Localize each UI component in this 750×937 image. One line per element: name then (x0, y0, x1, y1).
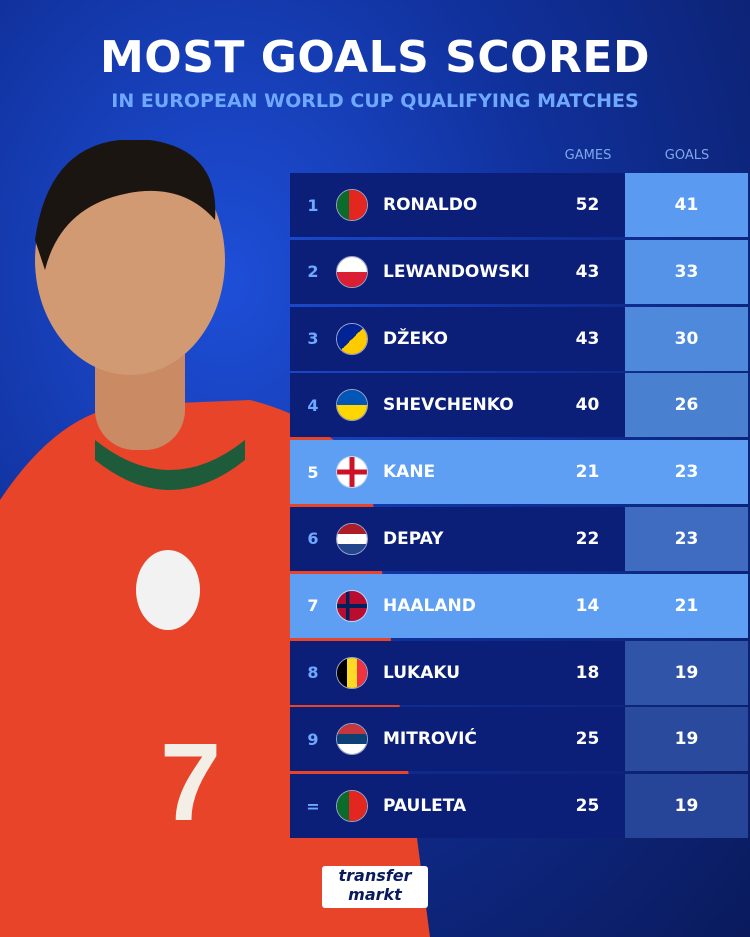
player-name: MITROVIĆ (383, 729, 477, 750)
games-value: 52 (575, 195, 600, 215)
table-row: 4 SHEVCHENKO 40 26 (290, 373, 748, 438)
goals-value: 33 (625, 239, 748, 304)
player-name: LEWANDOWSKI (383, 261, 530, 282)
goals-value: 19 (625, 640, 748, 705)
games-value: 40 (575, 395, 600, 416)
games-value: 25 (575, 796, 600, 817)
goals-value: 23 (625, 506, 748, 571)
rank: 2 (307, 262, 319, 282)
norway-flag-icon (336, 589, 368, 622)
rank: = (306, 796, 320, 816)
player-name: RONALDO (383, 195, 478, 215)
belgium-flag-icon (336, 656, 368, 689)
games-value: 22 (575, 528, 600, 549)
games-value: 43 (575, 328, 600, 349)
games-value: 14 (575, 595, 600, 616)
games-value: 21 (575, 462, 600, 483)
netherlands-flag-icon (336, 522, 368, 555)
portugal-flag-icon (336, 189, 368, 221)
table-row: 7 HAALAND 14 21 (290, 573, 748, 638)
player-name: HAALAND (383, 595, 476, 616)
table-row: 2 LEWANDOWSKI 43 33 (290, 239, 748, 304)
rank: 9 (307, 729, 319, 749)
games-value: 43 (575, 261, 600, 282)
goals-header: GOALS (664, 148, 710, 163)
rank: 7 (307, 596, 319, 616)
goals-value: 23 (625, 440, 748, 505)
rank: 5 (307, 462, 319, 482)
rank: 6 (307, 529, 319, 549)
page-title: MOST GOALS SCORED (100, 32, 650, 83)
goals-value: 26 (625, 373, 748, 438)
page-subtitle: IN EUROPEAN WORLD CUP QUALIFYING MATCHES (111, 90, 639, 112)
player-name: DŽEKO (383, 328, 448, 349)
ukraine-flag-icon (336, 389, 368, 422)
ranking-table: 1 RONALDO 52 41 2 LEWANDOWSKI 43 33 3 DŽEK… (290, 173, 748, 841)
player-name: DEPAY (383, 528, 444, 549)
transfermarkt-logo: transfer markt (322, 866, 428, 908)
goals-value: 21 (625, 573, 748, 638)
goals-value: 19 (625, 774, 748, 839)
table-row: 8 LUKAKU 18 19 (290, 640, 748, 705)
table-row: 3 DŽEKO 43 30 (290, 306, 748, 371)
poland-flag-icon (336, 255, 368, 288)
games-header: GAMES (564, 148, 612, 163)
games-value: 18 (575, 662, 600, 683)
svg-text:7: 7 (160, 721, 221, 844)
player-name: PAULETA (383, 796, 467, 817)
rank: 8 (307, 663, 319, 683)
table-row: = PAULETA 25 19 (290, 774, 748, 839)
serbia-flag-icon (336, 723, 368, 756)
logo-line1: transfer (338, 866, 412, 885)
table-row: 1 RONALDO 52 41 (290, 173, 748, 237)
goals-value: 30 (625, 306, 748, 371)
player-name: LUKAKU (383, 662, 461, 683)
table-row: 6 DEPAY 22 23 (290, 506, 748, 571)
table-row: 9 MITROVIĆ 25 19 (290, 707, 748, 772)
portugal-flag-icon (336, 790, 368, 823)
table-row: 5 KANE 21 23 (290, 440, 748, 505)
england-flag-icon (336, 456, 368, 489)
logo-line2: markt (348, 885, 402, 904)
rank: 4 (307, 395, 319, 415)
goals-value: 41 (625, 173, 748, 237)
player-name: KANE (383, 462, 436, 483)
goals-value: 19 (625, 707, 748, 772)
rank: 1 (307, 195, 319, 215)
player-name: SHEVCHENKO (383, 395, 514, 416)
bosnia-flag-icon (336, 322, 368, 355)
games-value: 25 (575, 729, 600, 750)
rank: 3 (307, 329, 319, 349)
